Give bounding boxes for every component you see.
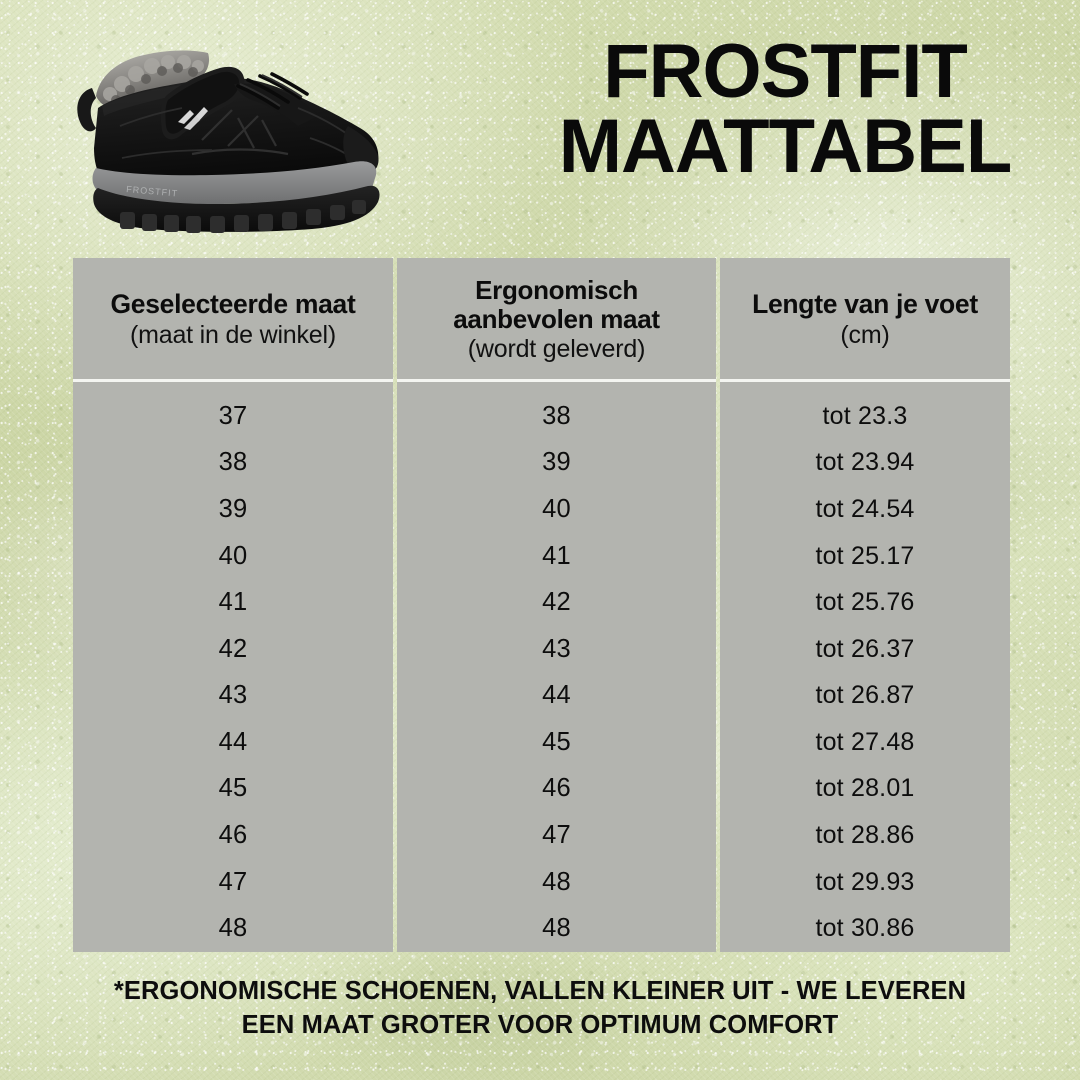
column-header-title: Lengte van je voet [752,288,978,319]
table-column-foot-length: Lengte van je voet (cm) tot 23.3 tot 23.… [720,258,1010,952]
table-cell: 39 [218,494,248,523]
table-cell: 46 [218,820,248,849]
table-cell: tot 23.3 [822,401,908,430]
table-cell: 45 [542,727,571,756]
column-body-selected-size: 37 38 39 40 41 42 43 44 45 46 47 48 [73,382,393,952]
table-cell: 39 [542,448,571,477]
column-header-title: Geselecteerde maat [110,288,356,319]
column-header-selected-size: Geselecteerde maat (maat in de winkel) [73,258,393,382]
footer-note-line-2: EEN MAAT GROTER VOOR OPTIMUM COMFORT [241,1010,839,1039]
table-cell: tot 29.93 [815,867,915,896]
table-cell: tot 25.17 [815,541,915,570]
table-cell: 44 [542,681,571,710]
column-header-foot-length: Lengte van je voet (cm) [720,258,1010,382]
winter-boot-image: FROSTFIT [62,22,402,247]
size-table: Geselecteerde maat (maat in de winkel) 3… [73,258,1010,952]
column-header-title-line-1: Ergonomisch [475,274,638,305]
column-header-subtitle: (wordt geleverd) [467,334,646,363]
table-cell: tot 30.86 [815,914,915,943]
table-cell: 46 [542,774,571,803]
table-cell: 43 [218,681,248,710]
table-cell: tot 26.87 [815,681,915,710]
column-header-recommended-size: Ergonomisch aanbevolen maat (wordt gelev… [397,258,716,382]
table-cell: 40 [218,541,248,570]
table-cell: tot 28.86 [815,820,915,849]
table-cell: 41 [218,588,248,617]
table-cell: tot 24.54 [815,494,915,523]
page-title: FROSTFIT MAATTABEL [520,29,1050,189]
table-cell: 38 [218,448,248,477]
table-cell: tot 26.37 [815,634,915,663]
table-cell: 41 [542,541,571,570]
column-body-recommended-size: 38 39 40 41 42 43 44 45 46 47 48 48 [397,382,716,952]
title-line-1: FROSTFIT [603,29,968,114]
boot-heel-loop [77,88,96,132]
table-column-selected-size: Geselecteerde maat (maat in de winkel) 3… [73,258,393,952]
column-header-subtitle: (maat in de winkel) [129,320,336,349]
table-column-recommended-size: Ergonomisch aanbevolen maat (wordt gelev… [397,258,716,952]
footer-note: *ERGONOMISCHE SCHOENEN, VALLEN KLEINER U… [0,975,1080,1042]
footer-note-line-1: *ERGONOMISCHE SCHOENEN, VALLEN KLEINER U… [113,977,967,1005]
table-cell: 48 [542,867,571,896]
table-cell: 40 [542,494,571,523]
table-cell: 38 [542,401,571,430]
table-cell: 48 [218,914,248,943]
table-cell: tot 28.01 [815,774,915,803]
column-header-subtitle: (cm) [840,320,890,349]
table-cell: 43 [542,634,571,663]
table-cell: 44 [218,727,248,756]
table-cell: 42 [218,634,248,663]
table-cell: 42 [542,588,571,617]
table-cell: tot 27.48 [815,727,915,756]
column-header-title-line-2: aanbevolen maat [453,303,660,334]
table-cell: tot 25.76 [815,588,915,617]
table-cell: 47 [218,867,248,896]
table-cell: 48 [542,914,571,943]
table-cell: 37 [218,401,248,430]
title-line-2: MAATTABEL [558,103,1013,189]
table-cell: 47 [542,820,571,849]
table-cell: tot 23.94 [815,448,915,477]
column-body-foot-length: tot 23.3 tot 23.94 tot 24.54 tot 25.17 t… [720,382,1010,952]
table-cell: 45 [218,774,248,803]
